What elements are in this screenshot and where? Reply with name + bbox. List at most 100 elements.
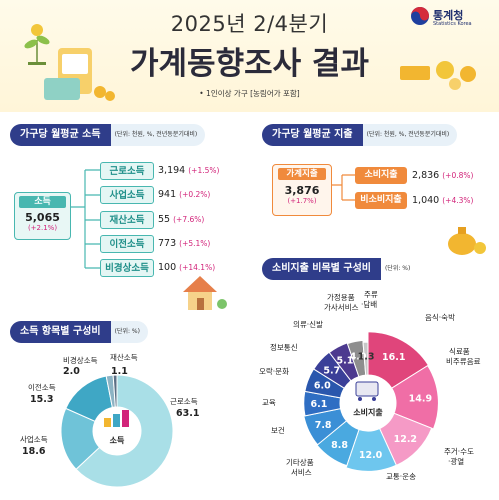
- expense-item-value: 2,836: [412, 170, 440, 181]
- cons-label-education: 교육: [262, 398, 276, 407]
- income-item-label: 재산소득: [100, 211, 154, 229]
- consumption-slice-value: 6.0: [314, 381, 331, 392]
- header-illustration: [24, 24, 476, 101]
- income-item-label: 비경상소득: [100, 259, 154, 277]
- income-item-property: 재산소득 55 (+7.6%): [100, 211, 248, 229]
- expense-total-box: 가계지출 3,876 (+1.7%): [272, 164, 332, 216]
- cons-label-groceries-a: 식료품: [449, 347, 470, 356]
- income-label-earned: 근로소득: [170, 397, 198, 406]
- income-item-label: 이전소득: [100, 235, 154, 253]
- income-item-business: 사업소득 941 (+0.2%): [100, 186, 248, 204]
- consumption-slice-value: 7.8: [315, 420, 332, 431]
- income-connector: [70, 169, 100, 269]
- consumption-slice-value: 12.2: [394, 434, 417, 445]
- income-item-transfer: 이전소득 773 (+5.1%): [100, 235, 248, 253]
- consumption-donut-chart: 소비지출 16.1 14.9 12.2 12.0 8.8 7.8 6.1 6.0 5.75.14…: [303, 331, 439, 472]
- cons-label-other-b: 서비스: [291, 468, 312, 477]
- cons-label-housing-b: ·광열: [448, 457, 465, 466]
- income-section-header: 가구당 월평균 소득 (단위: 천원, %, 전년동분기대비): [10, 124, 206, 146]
- income-comp-title: 소득 항목별 구성비: [10, 321, 111, 343]
- income-value-business: 18.6: [22, 446, 46, 457]
- consumption-slice-value: 4.0: [350, 351, 367, 362]
- consumption-slice-values: 16.1 14.9 12.2 12.0 8.8 7.8 6.1 6.0 5.75.14.01.3: [311, 351, 433, 461]
- income-section-title: 가구당 월평균 소득: [10, 124, 111, 146]
- money-coins-icon: [400, 61, 476, 90]
- expense-item-label: 소비지출: [355, 167, 407, 184]
- consumption-comp-title: 소비지출 비목별 구성비: [262, 258, 381, 280]
- income-item-change: (+7.6%): [173, 215, 205, 224]
- consumption-slice-value: 6.1: [311, 399, 328, 410]
- income-comp-unit: (단위: %): [110, 321, 148, 343]
- income-value-nonrecurring: 2.0: [63, 366, 80, 377]
- income-value-earned: 63.1: [176, 408, 200, 419]
- cons-label-food-lodging: 음식·숙박: [425, 313, 455, 322]
- income-donut-slice: [75, 374, 174, 488]
- income-item-change: (+14.1%): [179, 263, 216, 272]
- income-value-transfer: 15.3: [30, 394, 54, 405]
- expense-item-nonconsumption: 비소비지출 1,040 (+4.3%): [355, 192, 495, 209]
- income-item-earned: 근로소득 3,194 (+1.5%): [100, 162, 248, 180]
- income-total-value: 5,065: [25, 211, 60, 224]
- income-item-value: 941: [158, 189, 177, 200]
- cons-label-groceries-b: 비주류음료: [446, 357, 481, 366]
- consumption-slice-value: 5.7: [323, 366, 340, 377]
- income-total-box: 소득 5,065 (+2.1%): [14, 192, 71, 240]
- cons-label-health: 보건: [271, 426, 285, 435]
- money-chart-icon: [104, 410, 129, 427]
- cons-label-recreation: 오락·문화: [259, 367, 289, 376]
- consumption-slice-value: 8.8: [331, 440, 348, 451]
- shopping-cart-icon: [355, 381, 379, 401]
- income-donut: [60, 374, 174, 488]
- agency-name: 통계청: [433, 9, 464, 22]
- income-value-property: 1.1: [111, 366, 128, 377]
- income-item-value: 3,194: [158, 165, 186, 176]
- expense-connector: [330, 174, 355, 201]
- money-bag-icon: [448, 227, 486, 255]
- income-item-value: 773: [158, 238, 177, 249]
- consumption-comp-unit: (단위: %): [380, 258, 419, 280]
- cons-label-clothing: 의류·신발: [293, 320, 323, 329]
- consumption-slice-value: 16.1: [382, 352, 405, 363]
- income-total-change: (+2.1%): [27, 224, 58, 232]
- cons-label-household-a: 가정용품: [327, 293, 355, 302]
- expense-section-title: 가구당 월평균 지출: [262, 124, 363, 146]
- expense-item-change: (+4.3%): [442, 196, 474, 205]
- income-donut-center-label: 소득: [110, 436, 125, 445]
- consumption-slice-value: 1.3: [358, 351, 375, 362]
- consumption-comp-header: 소비지출 비목별 구성비 (단위: %): [262, 258, 419, 280]
- consumption-slice-value: 12.0: [359, 450, 383, 461]
- cons-label-transport: 교통·운송: [386, 472, 416, 481]
- income-item-nonrecurring: 비경상소득 100 (+14.1%): [100, 259, 248, 277]
- household-note: • 1인이상 가구 [농림어가 포함]: [199, 89, 300, 98]
- expense-item-value: 1,040: [412, 195, 440, 206]
- expense-item-change: (+0.8%): [442, 171, 474, 180]
- income-item-value: 100: [158, 262, 177, 273]
- expense-section-unit: (단위: 천원, %, 전년동분기대비): [362, 124, 458, 146]
- income-comp-header: 소득 항목별 구성비 (단위: %): [10, 321, 148, 343]
- plant-icon: [24, 24, 50, 65]
- phone-wallet-icon: [44, 48, 115, 101]
- income-section-unit: (단위: 천원, %, 전년동분기대비): [110, 124, 206, 146]
- cons-label-other-a: 기타상품: [286, 458, 314, 467]
- expense-total-value: 3,876: [284, 184, 320, 197]
- income-label-property: 재산소득: [110, 353, 138, 362]
- consumption-donut-center-label: 소비지출: [353, 407, 383, 417]
- report-period: 2025년 2/4분기: [170, 12, 329, 36]
- income-item-change: (+0.2%): [179, 190, 211, 199]
- income-label-transfer: 이전소득: [28, 383, 56, 392]
- income-label-business: 사업소득: [20, 435, 48, 444]
- expense-total-change: (+1.7%): [287, 197, 317, 205]
- expense-total-label: 가계지출: [278, 168, 326, 180]
- income-item-value: 55: [158, 214, 171, 225]
- consumption-donut: [303, 331, 439, 472]
- cons-label-alcohol-b: ·담배: [361, 300, 378, 309]
- agency-name-en: Statistics Korea: [433, 21, 472, 27]
- cons-label-alcohol-a: 주류: [364, 290, 378, 299]
- cons-label-household-b: 가사서비스: [324, 303, 359, 312]
- cons-label-housing-a: 주거·수도: [444, 447, 474, 456]
- income-item-label: 사업소득: [100, 186, 154, 204]
- expense-item-label: 비소비지출: [355, 192, 407, 209]
- income-item-change: (+1.5%): [188, 166, 220, 175]
- income-label-nonrecurring: 비경상소득: [63, 356, 98, 365]
- income-total-label: 소득: [19, 196, 66, 208]
